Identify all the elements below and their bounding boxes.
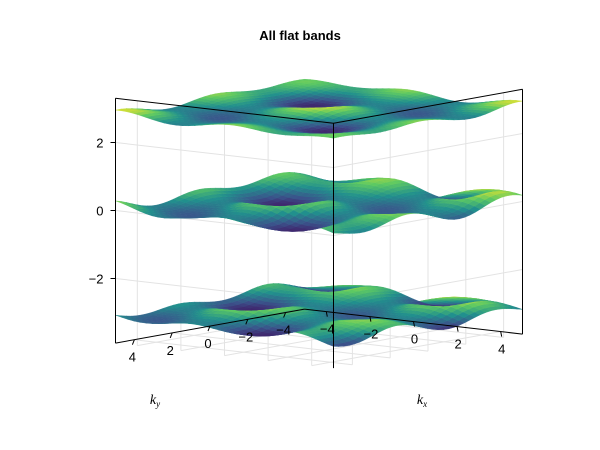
z-tick-label: −2: [89, 272, 104, 287]
grid-line-floor-y: [134, 339, 353, 366]
kx-axis-label-subscript: x: [422, 399, 427, 409]
chart-title: All flat bands: [259, 28, 341, 43]
grid-line-z: [115, 142, 334, 168]
band-surface-2: [115, 172, 523, 234]
kx-tick-mark: [456, 326, 459, 332]
ky-axis-label-subscript: y: [155, 399, 160, 409]
ky-axis-label: ky: [150, 393, 160, 409]
surface-patch: [299, 78, 311, 81]
kx-tick-label: 0: [411, 332, 418, 347]
z-tick-label: 0: [96, 204, 103, 219]
ky-tick-label: −2: [238, 329, 253, 344]
grid-line-floor-y: [172, 332, 391, 359]
z-tick-label: 2: [96, 136, 103, 151]
ky-tick-label: 0: [204, 336, 211, 351]
kx-tick-label: 2: [454, 337, 461, 352]
kx-axis-label: kx: [417, 393, 427, 409]
ky-tick-label: 2: [167, 343, 174, 358]
kx-tick-mark: [500, 331, 503, 337]
grid-line-z: [333, 133, 523, 168]
band-surface-1: [115, 78, 523, 139]
ky-tick-label: −4: [276, 323, 291, 338]
surface-bands: [115, 78, 523, 347]
kx-tick-label: −4: [320, 322, 335, 337]
kx-tick-label: 4: [498, 342, 505, 357]
kx-tick-label: −2: [363, 327, 378, 342]
ky-tick-label: 4: [129, 350, 136, 365]
